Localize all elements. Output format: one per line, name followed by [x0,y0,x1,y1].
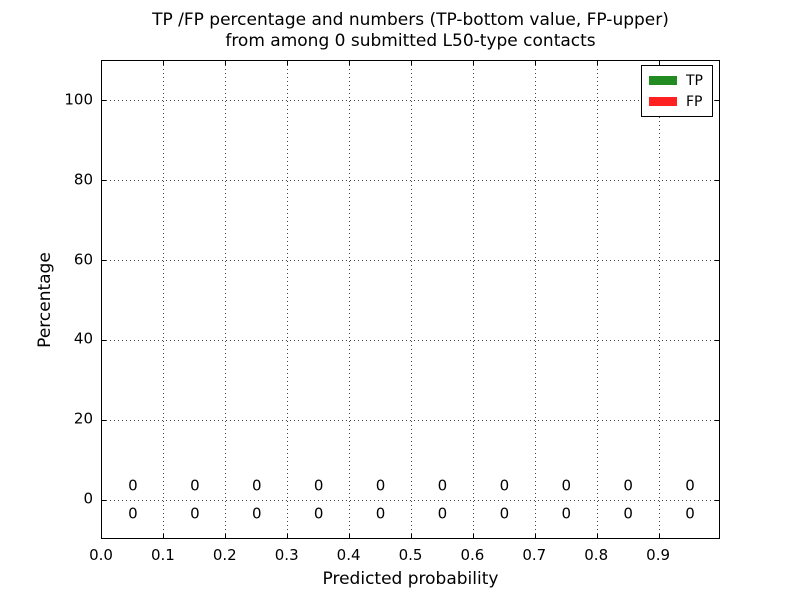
value-label-tp: 0 [437,504,448,523]
legend-swatch-fp [649,97,677,106]
x-tick-top [534,61,536,65]
gridline-h [102,339,719,341]
y-tick-label: 0 [83,489,93,508]
x-tick-label: 0.4 [336,546,361,564]
value-label-tp: 0 [685,504,695,523]
value-label-fp: 0 [623,476,633,495]
value-label-fp: 0 [561,476,572,495]
value-label-fp: 0 [128,476,138,495]
x-tick-label: 0.6 [460,546,485,564]
legend-item-fp: FP [649,91,703,112]
x-tick-top [163,61,165,65]
value-label-tp: 0 [251,504,262,523]
chart-title: TP /FP percentage and numbers (TP-bottom… [101,10,720,52]
legend: TP FP [641,65,713,117]
legend-label-fp: FP [686,93,703,110]
x-tick-top [287,61,289,65]
gridline-v [287,61,289,538]
x-tick-label: 0.5 [398,546,423,564]
x-tick-bottom [472,534,474,538]
value-label-fp: 0 [499,476,510,495]
gridline-h [102,100,719,102]
x-tick-bottom [534,534,536,538]
x-tick-top [225,61,227,65]
x-tick-bottom [349,534,351,538]
y-tick-label: 40 [73,329,93,348]
y-tick-left [102,100,106,102]
gridline-h [102,260,719,262]
value-label-fp: 0 [685,476,695,495]
chart-title-line1: TP /FP percentage and numbers (TP-bottom… [152,10,669,30]
legend-swatch-tp [649,76,677,85]
gridline-h [102,419,719,421]
y-tick-label: 20 [73,409,93,428]
gridline-v [534,61,536,538]
x-tick-label: 0.9 [646,546,671,564]
value-label-fp: 0 [375,476,386,495]
value-label-tp: 0 [375,504,386,523]
y-tick-label: 60 [73,250,93,269]
gridline-v [472,61,474,538]
x-tick-top [658,61,660,65]
plot-area: TP FP 0 0 0 0 0 0 0 0 0 0 0 0 0 0 0 0 0 0 0 0 [101,60,720,539]
x-tick-top [472,61,474,65]
value-label-fp: 0 [437,476,448,495]
chart-title-line2: from among 0 submitted L50-type contacts [225,31,596,51]
x-tick-top [596,61,598,65]
value-label-tp: 0 [623,504,633,523]
x-axis-label: Predicted probability [322,569,499,589]
y-tick-right [715,499,719,501]
y-tick-left [102,339,106,341]
y-tick-left [102,260,106,262]
y-tick-right [715,100,719,102]
gridline-v [225,61,227,538]
value-label-fp: 0 [190,476,200,495]
y-tick-left [102,419,106,421]
value-label-tp: 0 [190,504,200,523]
y-axis-label: Percentage [35,252,55,348]
x-tick-bottom [225,534,227,538]
legend-item-tp: TP [649,70,703,91]
x-tick-bottom [596,534,598,538]
legend-label-tp: TP [686,72,703,89]
gridline-v [411,61,412,538]
x-tick-bottom [411,534,412,538]
y-tick-left [102,180,106,182]
value-label-fp: 0 [313,476,324,495]
value-label-tp: 0 [128,504,138,523]
y-tick-right [715,260,719,262]
x-tick-bottom [287,534,289,538]
x-tick-label: 0.0 [89,546,113,564]
y-tick-right [715,180,719,182]
x-tick-label: 0.1 [150,546,175,564]
x-tick-top [349,61,351,65]
gridline-h [102,180,719,182]
gridline-v [596,61,598,538]
x-tick-label: 0.2 [212,546,237,564]
x-tick-label: 0.8 [584,546,609,564]
gridline-v [658,61,660,538]
x-tick-bottom [658,534,660,538]
value-label-tp: 0 [499,504,510,523]
value-label-tp: 0 [561,504,572,523]
x-tick-bottom [163,534,165,538]
y-tick-left [102,499,106,501]
gridline-h [102,499,719,501]
gridline-v [349,61,351,538]
x-tick-top [411,61,412,65]
gridline-v [163,61,165,538]
y-tick-label: 80 [73,170,93,189]
x-tick-label: 0.3 [274,546,299,564]
value-label-tp: 0 [313,504,324,523]
value-label-fp: 0 [251,476,262,495]
y-tick-right [715,419,719,421]
y-tick-right [715,339,719,341]
x-tick-label: 0.7 [522,546,547,564]
y-tick-label: 100 [64,90,93,109]
